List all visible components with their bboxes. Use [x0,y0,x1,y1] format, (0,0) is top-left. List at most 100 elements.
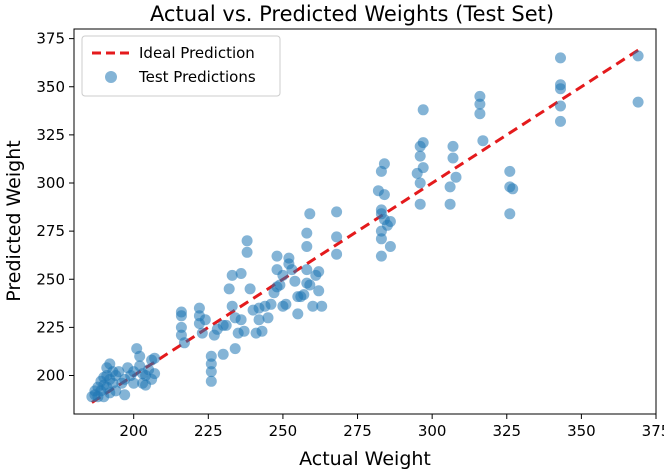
data-point [205,366,217,378]
data-point [447,140,459,152]
data-point [504,165,516,177]
y-tick-label: 200 [36,367,65,385]
x-tick-label: 250 [269,422,298,440]
x-tick-label: 350 [567,422,596,440]
data-point [414,177,426,189]
data-point [298,289,310,301]
data-point [444,181,456,193]
y-axis-title: Predicted Weight [3,140,25,301]
data-point [316,300,328,312]
data-point [507,183,519,195]
data-point [256,325,268,337]
x-axis-title: Actual Weight [299,448,431,469]
data-point [175,310,187,322]
data-point [262,312,274,324]
data-point [304,279,316,291]
data-point [280,298,292,310]
data-point [313,285,325,297]
data-point [417,104,429,116]
data-point [331,231,343,243]
x-tick-label: 375 [642,422,664,440]
y-tick-label: 375 [36,30,65,48]
ideal-line-layer [91,46,642,404]
data-point [226,300,238,312]
x-tick-label: 225 [194,422,223,440]
legend: Ideal Prediction Test Predictions [81,35,281,97]
data-point [292,308,304,320]
x-tick-label: 200 [119,422,148,440]
data-point [313,266,325,278]
data-point [277,269,289,281]
data-point [119,389,131,401]
ideal-prediction-line [91,46,642,404]
x-axis: 200 225 250 275 300 325 350 375 [119,414,664,440]
data-point [384,241,396,252]
data-point [196,327,208,339]
data-point [205,375,217,387]
points-layer [86,50,644,403]
data-point [301,264,313,276]
data-point [555,100,566,112]
data-point [205,358,217,370]
data-point [274,279,286,291]
data-point [417,162,429,174]
data-point [286,264,298,276]
x-tick-label: 325 [492,422,521,440]
data-point [241,235,253,247]
data-point [555,83,566,95]
data-point [199,314,211,326]
data-point [229,343,241,355]
data-point [241,246,253,258]
data-point [289,275,301,287]
data-point [477,135,489,147]
data-point [378,189,390,201]
data-point [128,377,140,389]
data-point [149,352,161,364]
data-point [555,52,566,64]
legend-ideal-label: Ideal Prediction [139,44,255,62]
data-point [331,248,343,260]
y-tick-label: 225 [36,318,65,336]
data-point [113,366,125,378]
y-tick-label: 325 [36,126,65,144]
y-tick-label: 275 [36,222,65,240]
data-point [331,206,343,218]
data-point [417,137,429,149]
legend-box [81,35,281,97]
data-point [474,90,486,102]
data-point [235,268,247,279]
data-point [632,96,644,108]
data-point [217,348,229,360]
data-point [235,314,247,326]
y-tick-label: 350 [36,78,65,96]
data-point [175,321,187,333]
data-point [307,300,319,312]
legend-points-swatch [105,71,117,83]
data-point [414,150,426,162]
data-point [265,298,277,310]
x-tick-label: 275 [343,422,372,440]
data-point [504,208,516,220]
data-point [375,250,387,262]
data-point [220,319,232,331]
data-point [205,350,217,362]
data-point [474,108,486,120]
data-point [474,98,486,110]
y-axis: 200 225 250 275 300 325 350 375 [36,30,74,385]
data-point [384,216,396,227]
data-point [110,385,122,397]
legend-points-label: Test Predictions [138,68,256,86]
data-point [238,325,250,337]
data-point [444,198,456,210]
plot-frame [73,28,657,415]
data-point [149,368,161,380]
x-tick-label: 300 [418,422,447,440]
data-point [304,208,316,220]
data-point [301,241,313,252]
data-point [301,227,313,239]
y-tick-label: 250 [36,270,65,288]
data-point [226,269,238,281]
data-point [632,50,644,62]
data-point [378,158,390,170]
